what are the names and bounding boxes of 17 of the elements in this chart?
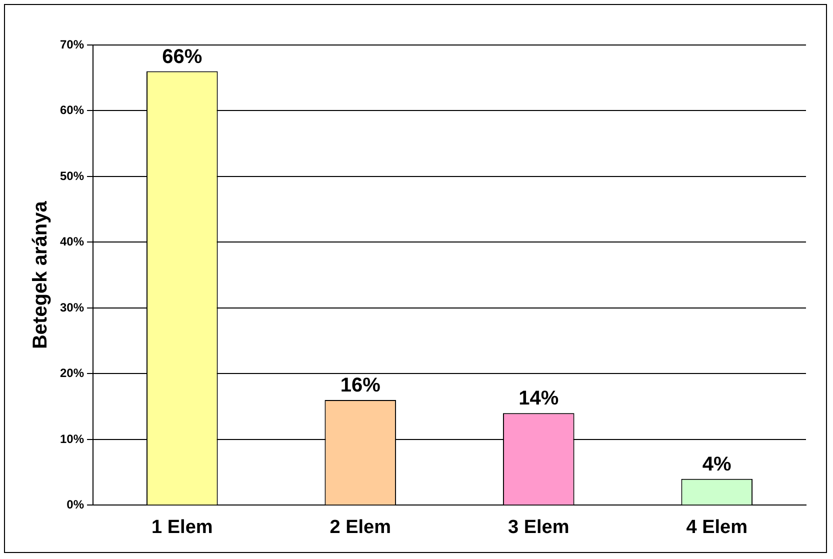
y-tick-label: 60% xyxy=(60,103,84,118)
x-tick-label: 2 Elem xyxy=(330,516,392,538)
y-tick-label: 30% xyxy=(60,300,84,314)
y-axis-title: Betegek aránya xyxy=(30,200,52,350)
y-tick-label: 10% xyxy=(60,432,84,446)
y-tick-label: 50% xyxy=(60,168,84,183)
x-tick-label: 3 Elem xyxy=(508,516,570,538)
data-label: 4% xyxy=(702,453,732,476)
y-tick-label: 20% xyxy=(60,366,84,380)
x-tick-label: 4 Elem xyxy=(686,516,748,538)
data-label: 66% xyxy=(162,46,202,68)
data-label: 14% xyxy=(518,388,559,410)
data-label: 16% xyxy=(340,374,381,397)
y-tick-label: 0% xyxy=(66,498,84,512)
y-tick-label: 40% xyxy=(60,234,84,249)
y-tick-label: 70% xyxy=(60,37,84,52)
x-tick-label: 1 Elem xyxy=(152,516,213,538)
